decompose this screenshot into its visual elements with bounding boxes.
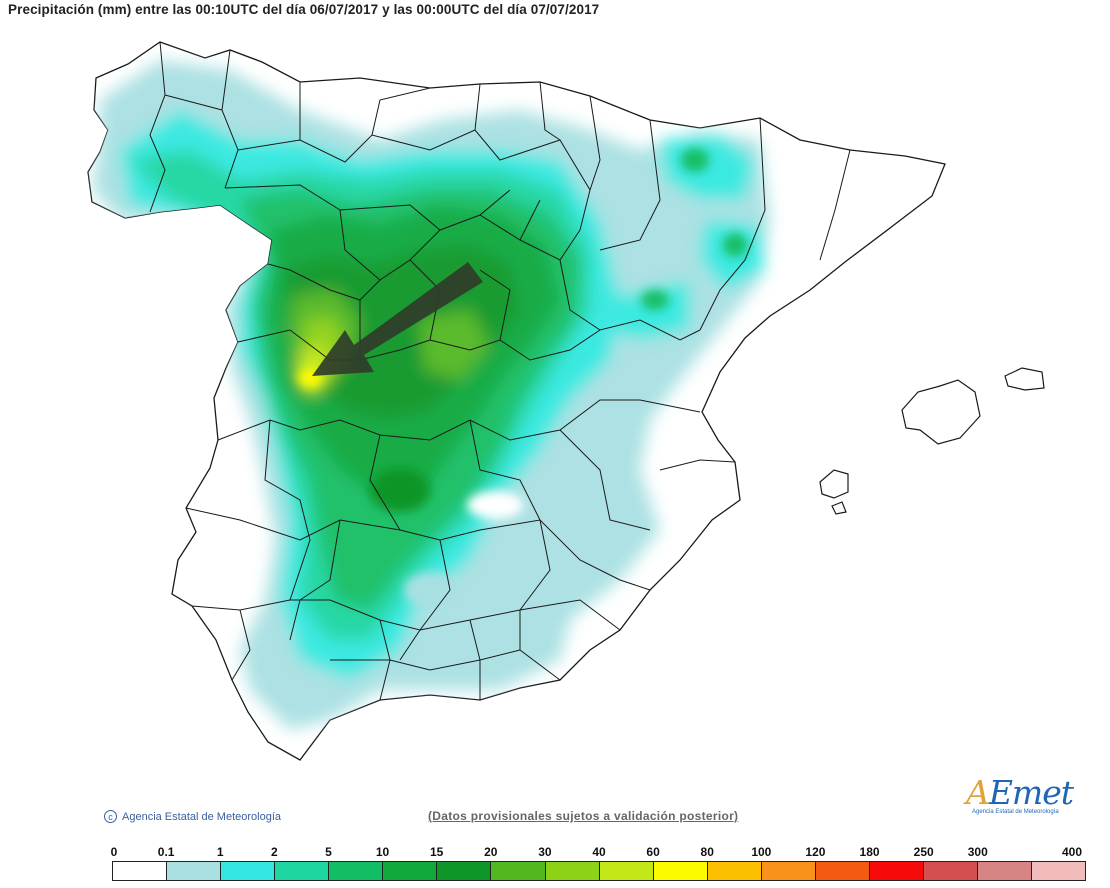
legend-swatch xyxy=(437,862,492,880)
legend-label: 60 xyxy=(646,845,660,859)
legend-label: 180 xyxy=(859,845,880,859)
legend-label: 1 xyxy=(216,845,224,859)
legend-label: 400 xyxy=(1061,845,1083,859)
legend-label: 120 xyxy=(805,845,826,859)
legend-swatch xyxy=(815,862,870,880)
legend-swatch xyxy=(761,862,816,880)
legend-label: 80 xyxy=(700,845,714,859)
provisional-data-disclaimer: (Datos provisionales sujetos a validació… xyxy=(428,809,739,823)
legend-labels: 0 0.1 1 2 5 10 15 20 30 40 60 80 100 120 180 250 300 400 xyxy=(108,845,1090,861)
legend-swatch xyxy=(167,862,222,880)
legend-label: 300 xyxy=(967,845,988,859)
precipitation-field xyxy=(92,60,770,730)
legend-swatch xyxy=(1032,862,1086,880)
legend-swatch xyxy=(978,862,1033,880)
copyright-notice: c Agencia Estatal de Meteorología xyxy=(104,810,281,823)
legend-color-bar xyxy=(112,861,1086,881)
legend-label: 250 xyxy=(913,845,934,859)
legend-swatch xyxy=(383,862,438,880)
legend-swatch xyxy=(599,862,654,880)
menorca xyxy=(1004,367,1045,391)
copyright-icon: c xyxy=(104,810,117,823)
legend-swatch xyxy=(275,862,330,880)
legend-swatch xyxy=(221,862,276,880)
aemet-logo-mark: AEmet xyxy=(966,773,1074,812)
legend-swatch xyxy=(545,862,600,880)
legend-label: 0.1 xyxy=(157,845,175,859)
balearic-islands xyxy=(819,367,1045,515)
legend-swatch xyxy=(491,862,546,880)
legend-label: 5 xyxy=(325,845,332,859)
province-borders xyxy=(149,41,851,701)
map-title: Precipitación (mm) entre las 00:10UTC de… xyxy=(8,2,600,17)
legend-swatch xyxy=(329,862,384,880)
precipitation-legend: 0 0.1 1 2 5 10 15 20 30 40 60 80 100 120 180 250 300 400 xyxy=(108,845,1090,883)
storm-direction-arrow xyxy=(312,262,483,376)
ibiza xyxy=(819,469,849,499)
legend-swatch xyxy=(113,862,168,880)
mallorca xyxy=(901,379,981,445)
copyright-text: Agencia Estatal de Meteorología xyxy=(122,810,281,823)
legend-swatch xyxy=(653,862,708,880)
legend-label: 0 xyxy=(110,845,118,859)
legend-label: 40 xyxy=(592,845,606,859)
legend-swatch xyxy=(869,862,924,880)
legend-label: 20 xyxy=(484,845,498,859)
formentera xyxy=(831,501,847,515)
legend-label: 10 xyxy=(375,845,390,859)
legend-label: 2 xyxy=(270,845,278,859)
aemet-logo-subtitle: Agencia Estatal de Meteorología xyxy=(972,809,1059,815)
aemet-logo: AEmet Agencia Estatal de Meteorología xyxy=(966,775,1076,830)
legend-swatch xyxy=(707,862,762,880)
legend-label: 100 xyxy=(751,845,772,859)
legend-swatch xyxy=(923,862,978,880)
legend-label: 15 xyxy=(429,845,444,859)
legend-label: 30 xyxy=(538,845,552,859)
